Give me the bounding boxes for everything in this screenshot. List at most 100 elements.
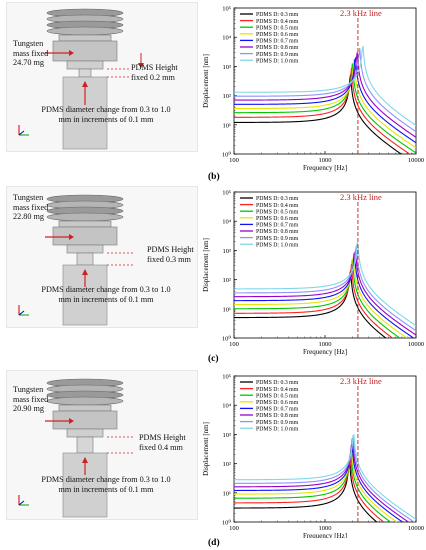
series-line-3 — [234, 450, 392, 522]
series-line-7 — [234, 245, 416, 332]
legend-label: PDMS D: 0.3 mm — [256, 196, 299, 202]
legend-label: PDMS D: 0.9 mm — [256, 236, 299, 242]
displacement-chart-d: 10⁰ 10¹ 10² 10³ 10⁴ 10⁵ 100 1000 10000 Frequency … — [202, 374, 424, 539]
series-line-7 — [234, 48, 416, 133]
device-schematic — [18, 194, 133, 326]
pdms-diameter-label: PDMS diameter change from 0.3 to 1.0 mm … — [41, 475, 171, 494]
legend-label: PDMS D: 0.5 mm — [256, 25, 299, 31]
device-schematic — [18, 8, 144, 150]
tungsten-label: Tungsten mass fixed 24.70 mg — [13, 39, 49, 67]
vline-annotation: 2.3 kHz line — [340, 8, 382, 18]
series-line-4 — [234, 448, 398, 522]
y-tick-label: 10⁵ — [222, 190, 231, 197]
x-axis-label: Frequency [Hz] — [303, 348, 347, 356]
legend-label: PDMS D: 0.8 mm — [256, 45, 299, 51]
tungsten-mass — [52, 40, 118, 62]
displacement-chart-c: 10⁰ 10¹ 10² 10³ 10⁴ 10⁵ 100 1000 10000 Frequency … — [202, 190, 424, 357]
panel-b: Tungsten mass fixed 24.70 mg PDMS Height… — [0, 0, 426, 182]
y-tick-label: 10⁴ — [222, 219, 232, 226]
series-line-8 — [234, 434, 416, 520]
y-tick-label: 10⁴ — [222, 35, 232, 42]
y-tick-label: 10⁵ — [222, 374, 231, 381]
legend-label: PDMS D: 0.5 mm — [256, 393, 299, 399]
legend-label: PDMS D: 0.5 mm — [256, 209, 299, 215]
y-tick-label: 10⁴ — [222, 403, 232, 410]
y-tick-label: 10⁰ — [222, 335, 232, 343]
x-tick-label: 1000 — [319, 341, 332, 348]
pdms-diameter-label: PDMS diameter change from 0.3 to 1.0 mm … — [41, 285, 171, 304]
cad-model-view: Tungsten mass fixed 22.80 mg PDMS Height… — [6, 186, 198, 328]
panel-letter: (d) — [208, 538, 220, 548]
legend-label: PDMS D: 0.7 mm — [256, 407, 299, 413]
tungsten-mass — [52, 410, 118, 430]
legend-label: PDMS D: 0.4 mm — [256, 387, 299, 393]
series-line-5 — [234, 56, 416, 144]
tungsten-label: Tungsten mass fixed 20.90 mg — [13, 385, 49, 413]
y-tick-label: 10⁵ — [222, 6, 231, 13]
series-line-5 — [234, 252, 415, 338]
pdms-element — [76, 252, 94, 266]
series-line-2 — [234, 263, 394, 338]
series-line-6 — [234, 438, 410, 522]
series-line-1 — [234, 461, 378, 522]
panel-letter: (c) — [208, 354, 219, 364]
y-tick-label: 10² — [223, 461, 232, 468]
legend-label: PDMS D: 0.7 mm — [256, 39, 299, 45]
y-axis-label: Displacement [nm] — [202, 238, 210, 292]
x-axis-label: Frequency [Hz] — [303, 532, 347, 538]
y-tick-label: 10¹ — [223, 490, 232, 497]
y-tick-label: 10² — [223, 93, 232, 100]
series-line-4 — [234, 256, 408, 338]
y-tick-label: 10¹ — [223, 306, 232, 313]
displacement-chart-b: 10⁰ 10¹ 10² 10³ 10⁴ 10⁵ 100 1000 10000 Frequency … — [202, 6, 424, 173]
x-tick-label: 100 — [229, 525, 239, 532]
legend-label: PDMS D: 0.9 mm — [256, 420, 299, 426]
series-line-6 — [234, 52, 416, 138]
tungsten-mass — [52, 226, 118, 246]
x-tick-label: 10000 — [408, 157, 424, 164]
legend-label: PDMS D: 0.4 mm — [256, 203, 299, 209]
legend-label: PDMS D: 0.3 mm — [256, 12, 299, 18]
legend-label: PDMS D: 1.0 mm — [256, 242, 299, 248]
pdms-element — [76, 436, 94, 454]
series-line-3 — [234, 63, 416, 154]
tungsten-label: Tungsten mass fixed 22.80 mg — [13, 193, 49, 221]
legend-label: PDMS D: 0.3 mm — [256, 380, 299, 386]
pdms-height-label: PDMS Height fixed 0.3 mm — [147, 245, 194, 264]
series-line-8 — [234, 242, 416, 327]
y-axis-label: Displacement [nm] — [202, 422, 210, 476]
x-tick-label: 100 — [229, 157, 239, 164]
y-tick-label: 10⁰ — [222, 151, 232, 159]
series-line-3 — [234, 259, 401, 338]
x-tick-label: 10000 — [408, 525, 424, 532]
legend-label: PDMS D: 0.7 mm — [256, 223, 299, 229]
y-tick-label: 10³ — [223, 432, 232, 439]
series-line-2 — [234, 67, 411, 154]
panel-letter: (b) — [208, 172, 220, 182]
x-tick-label: 1000 — [319, 525, 332, 532]
coil-fins — [46, 378, 124, 406]
legend-label: PDMS D: 1.0 mm — [256, 426, 299, 432]
panel-d: Tungsten mass fixed 20.90 mg PDMS Height… — [0, 368, 426, 550]
coil-fins — [46, 8, 124, 36]
series-line-5 — [234, 444, 404, 522]
legend-label: PDMS D: 0.9 mm — [256, 52, 299, 58]
x-axis-label: Frequency [Hz] — [303, 164, 347, 172]
series-line-4 — [234, 58, 416, 149]
series-line-1 — [234, 74, 403, 154]
vline-annotation: 2.3 kHz line — [340, 376, 382, 386]
legend-label: PDMS D: 1.0 mm — [256, 58, 299, 64]
device-schematic — [18, 378, 133, 518]
y-tick-label: 10⁰ — [222, 519, 232, 527]
legend-label: PDMS D: 0.8 mm — [256, 229, 299, 235]
pdms-diameter-label: PDMS diameter change from 0.3 to 1.0 mm … — [41, 105, 171, 124]
legend-label: PDMS D: 0.6 mm — [256, 32, 299, 38]
legend-label: PDMS D: 0.6 mm — [256, 216, 299, 222]
y-tick-label: 10¹ — [223, 122, 232, 129]
cad-model-view: Tungsten mass fixed 20.90 mg PDMS Height… — [6, 370, 198, 520]
vline-annotation: 2.3 kHz line — [340, 192, 382, 202]
coil-fins — [46, 194, 124, 222]
legend-label: PDMS D: 0.4 mm — [256, 19, 299, 25]
series-line-7 — [234, 435, 416, 522]
pdms-height-label: PDMS Height fixed 0.4 mm — [139, 433, 186, 452]
